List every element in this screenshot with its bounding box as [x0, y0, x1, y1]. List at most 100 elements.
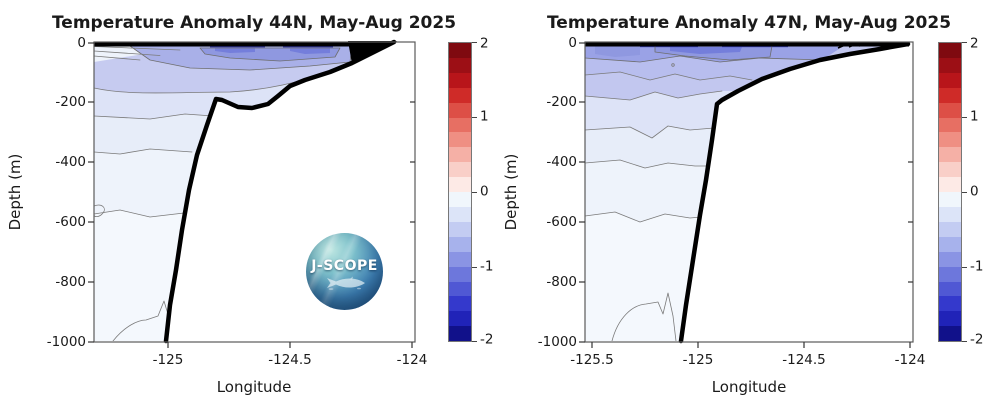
- colorbar-segment: [449, 177, 471, 193]
- colorbar-segment: [939, 72, 961, 88]
- colorbar-tick: [962, 267, 967, 268]
- svg-text:-125: -125: [153, 352, 184, 368]
- bathymetry-44n: [94, 39, 397, 344]
- colorbar-segment: [449, 266, 471, 282]
- colorbar-tick: [962, 117, 967, 118]
- colorbar-tick: [472, 341, 477, 342]
- svg-text:-200: -200: [55, 94, 86, 110]
- bathymetry-47n: [585, 41, 911, 344]
- colorbar-44n: [448, 42, 472, 342]
- svg-text:-124: -124: [397, 352, 428, 368]
- svg-text:0: 0: [568, 35, 577, 51]
- svg-text:-800: -800: [55, 274, 86, 290]
- bathymetry-line: [678, 41, 911, 344]
- panel-47n-title: Temperature Anomaly 47N, May-Aug 2025: [547, 13, 951, 33]
- svg-text:-600: -600: [546, 214, 577, 230]
- colorbar-tick-label: -1: [480, 258, 494, 275]
- panel-47n-ylabel: Depth (m): [502, 154, 520, 231]
- colorbar-segment: [449, 72, 471, 88]
- colorbar-segment: [449, 296, 471, 312]
- colorbar-tick: [962, 341, 967, 342]
- colorbar-segment: [939, 311, 961, 327]
- colorbar-tick-label: -2: [970, 331, 984, 348]
- contour-lines-47n: [585, 43, 867, 341]
- colorbar-tick-label: 2: [970, 35, 979, 52]
- colorbar-tick-label: 0: [480, 183, 489, 200]
- colorbar-segment: [939, 251, 961, 267]
- colorbar-segment: [449, 192, 471, 207]
- svg-text:-600: -600: [55, 214, 86, 230]
- panel-44n-xtick-labels: -125 -124.5 -124: [153, 352, 428, 368]
- panel-44n-ylabel: Depth (m): [6, 154, 24, 231]
- colorbar-segment: [449, 326, 471, 342]
- panel-47n: Temperature Anomaly 47N, May-Aug 2025 Lo…: [502, 13, 951, 396]
- panel-47n-xlabel: Longitude: [712, 378, 787, 396]
- colorbar-segment: [449, 102, 471, 118]
- colorbar-tick-label: -2: [480, 331, 494, 348]
- colorbar-segment: [939, 87, 961, 103]
- colorbar-segment: [939, 326, 961, 342]
- jscope-logo-text: J-SCOPE: [311, 258, 378, 274]
- colorbar-segment: [939, 102, 961, 118]
- svg-text:-1000: -1000: [47, 334, 86, 350]
- svg-text:0: 0: [77, 35, 86, 51]
- colorbar-tick-label: 2: [480, 35, 489, 52]
- colorbar-segment: [449, 87, 471, 103]
- svg-text:-400: -400: [546, 154, 577, 170]
- axis-box-47n: [584, 41, 914, 343]
- colorbar-segment: [939, 281, 961, 297]
- colorbar-segment: [939, 147, 961, 163]
- svg-text:-800: -800: [546, 274, 577, 290]
- colorbar-tick: [962, 192, 967, 193]
- fish-icon: [326, 276, 365, 290]
- colorbar-segment: [939, 57, 961, 73]
- colorbar-segment: [939, 206, 961, 222]
- colorbar-segment: [449, 43, 471, 58]
- svg-text:-124: -124: [895, 352, 926, 368]
- colorbar-segment: [449, 206, 471, 222]
- panel-47n-ytick-labels: 0 -200 -400 -600 -800 -1000: [538, 35, 577, 350]
- colorbar-segment: [939, 162, 961, 178]
- colorbar-segment: [939, 236, 961, 252]
- colorbar-tick: [472, 117, 477, 118]
- colorbar-segment: [939, 266, 961, 282]
- panel-44n-ytick-labels: 0 -200 -400 -600 -800 -1000: [47, 35, 86, 350]
- colorbar-segment: [939, 43, 961, 58]
- colorbar-segment: [449, 57, 471, 73]
- colorbar-segment: [449, 117, 471, 133]
- colorbar-segment: [449, 236, 471, 252]
- panel-44n-xlabel: Longitude: [217, 378, 292, 396]
- colorbar-segment: [449, 162, 471, 178]
- colorbar-segment: [449, 251, 471, 267]
- tick-marks-44n: [88, 42, 415, 348]
- svg-text:-124.5: -124.5: [782, 352, 826, 368]
- panel-44n: Temperature Anomaly 44N, May-Aug 2025 Lo…: [6, 13, 456, 396]
- panel-44n-title: Temperature Anomaly 44N, May-Aug 2025: [52, 13, 456, 33]
- colorbar-segment: [449, 311, 471, 327]
- bathymetry-line: [163, 39, 397, 344]
- svg-text:-200: -200: [546, 94, 577, 110]
- colorbar-tick-label: 0: [970, 183, 979, 200]
- colorbar-tick: [472, 42, 477, 43]
- colorbar-segment: [939, 132, 961, 148]
- colorbar-segment: [449, 147, 471, 163]
- colorbar-segment: [939, 296, 961, 312]
- svg-text:-125.5: -125.5: [570, 352, 614, 368]
- panel-47n-xtick-labels: -125.5 -125 -124.5 -124: [570, 352, 925, 368]
- jscope-logo: J-SCOPE: [306, 233, 383, 310]
- colorbar-segment: [449, 221, 471, 237]
- colorbar-tick-label: -1: [970, 258, 984, 275]
- colorbar-segment: [939, 221, 961, 237]
- colorbar-segment: [449, 281, 471, 297]
- colorbar-tick-label: 1: [480, 108, 489, 125]
- svg-text:-124.5: -124.5: [268, 352, 312, 368]
- colorbar-tick: [472, 192, 477, 193]
- colorbar-segment: [939, 117, 961, 133]
- colorbar-segment: [939, 177, 961, 193]
- colorbar-segment: [449, 132, 471, 148]
- colorbar-tick: [472, 267, 477, 268]
- svg-text:-1000: -1000: [538, 334, 577, 350]
- colorbar-47n: [938, 42, 962, 342]
- colorbar-segment: [939, 192, 961, 207]
